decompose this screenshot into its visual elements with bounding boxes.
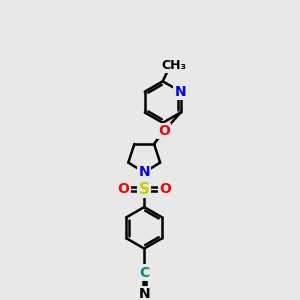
Text: O: O — [117, 182, 129, 196]
Text: S: S — [139, 182, 150, 197]
Text: N: N — [175, 85, 187, 99]
Text: N: N — [138, 166, 150, 179]
Text: O: O — [158, 124, 170, 138]
Text: CH₃: CH₃ — [161, 59, 186, 72]
Text: O: O — [159, 182, 171, 196]
Text: C: C — [139, 266, 149, 280]
Text: N: N — [138, 287, 150, 300]
